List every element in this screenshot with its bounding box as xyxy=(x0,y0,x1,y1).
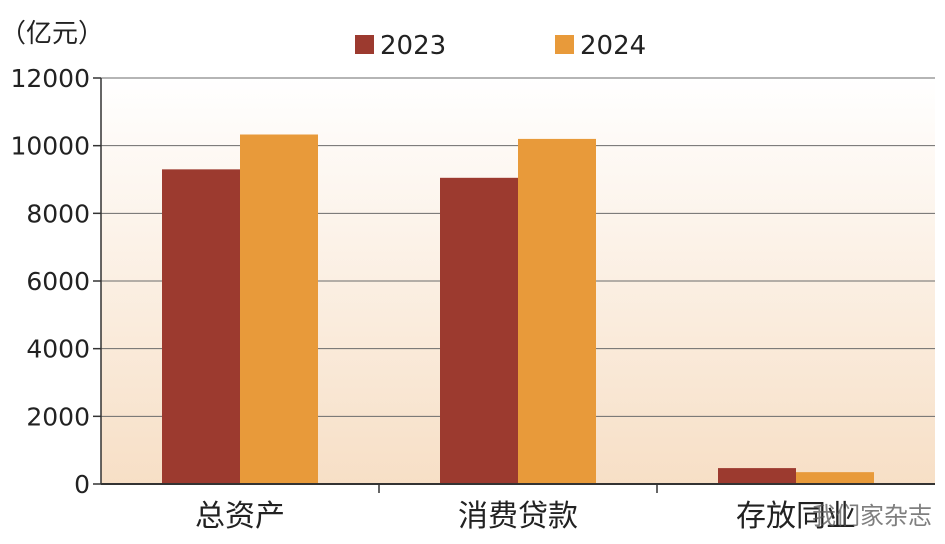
legend-swatch-2024 xyxy=(555,35,574,54)
legend-swatch-2023 xyxy=(355,35,374,54)
unit-label: （亿元） xyxy=(0,19,104,49)
bar-2024-1 xyxy=(240,134,318,485)
legend-label-2024: 2024 xyxy=(580,31,646,61)
y-tick-label: 10000 xyxy=(10,132,90,161)
bar-2024-2 xyxy=(518,138,596,484)
y-tick-label: 4000 xyxy=(26,335,90,364)
bars xyxy=(162,134,874,485)
legend: 2023 2024 xyxy=(355,31,646,61)
watermark: 我们家杂志 xyxy=(812,502,932,530)
x-category-label: 总资产 xyxy=(195,499,285,534)
legend-label-2023: 2023 xyxy=(380,31,446,61)
y-tick-label: 2000 xyxy=(26,402,90,431)
bar-2024-3 xyxy=(796,472,874,484)
category-labels: 总资产 消费贷款 存放同业 xyxy=(195,499,856,534)
bar-2023-2 xyxy=(440,177,518,484)
y-tick-label: 8000 xyxy=(26,199,90,228)
y-tick-label: 12000 xyxy=(10,64,90,93)
y-tick-labels: 0 2000 4000 6000 8000 10000 12000 xyxy=(10,64,90,499)
y-tick-label: 0 xyxy=(74,470,90,499)
x-category-label: 存放同业 xyxy=(736,499,856,534)
x-category-label: 消费贷款 xyxy=(458,499,578,534)
y-tick-label: 6000 xyxy=(26,267,90,296)
bar-2023-3 xyxy=(718,468,796,484)
axes xyxy=(93,77,935,493)
bar-2023-1 xyxy=(162,169,240,484)
